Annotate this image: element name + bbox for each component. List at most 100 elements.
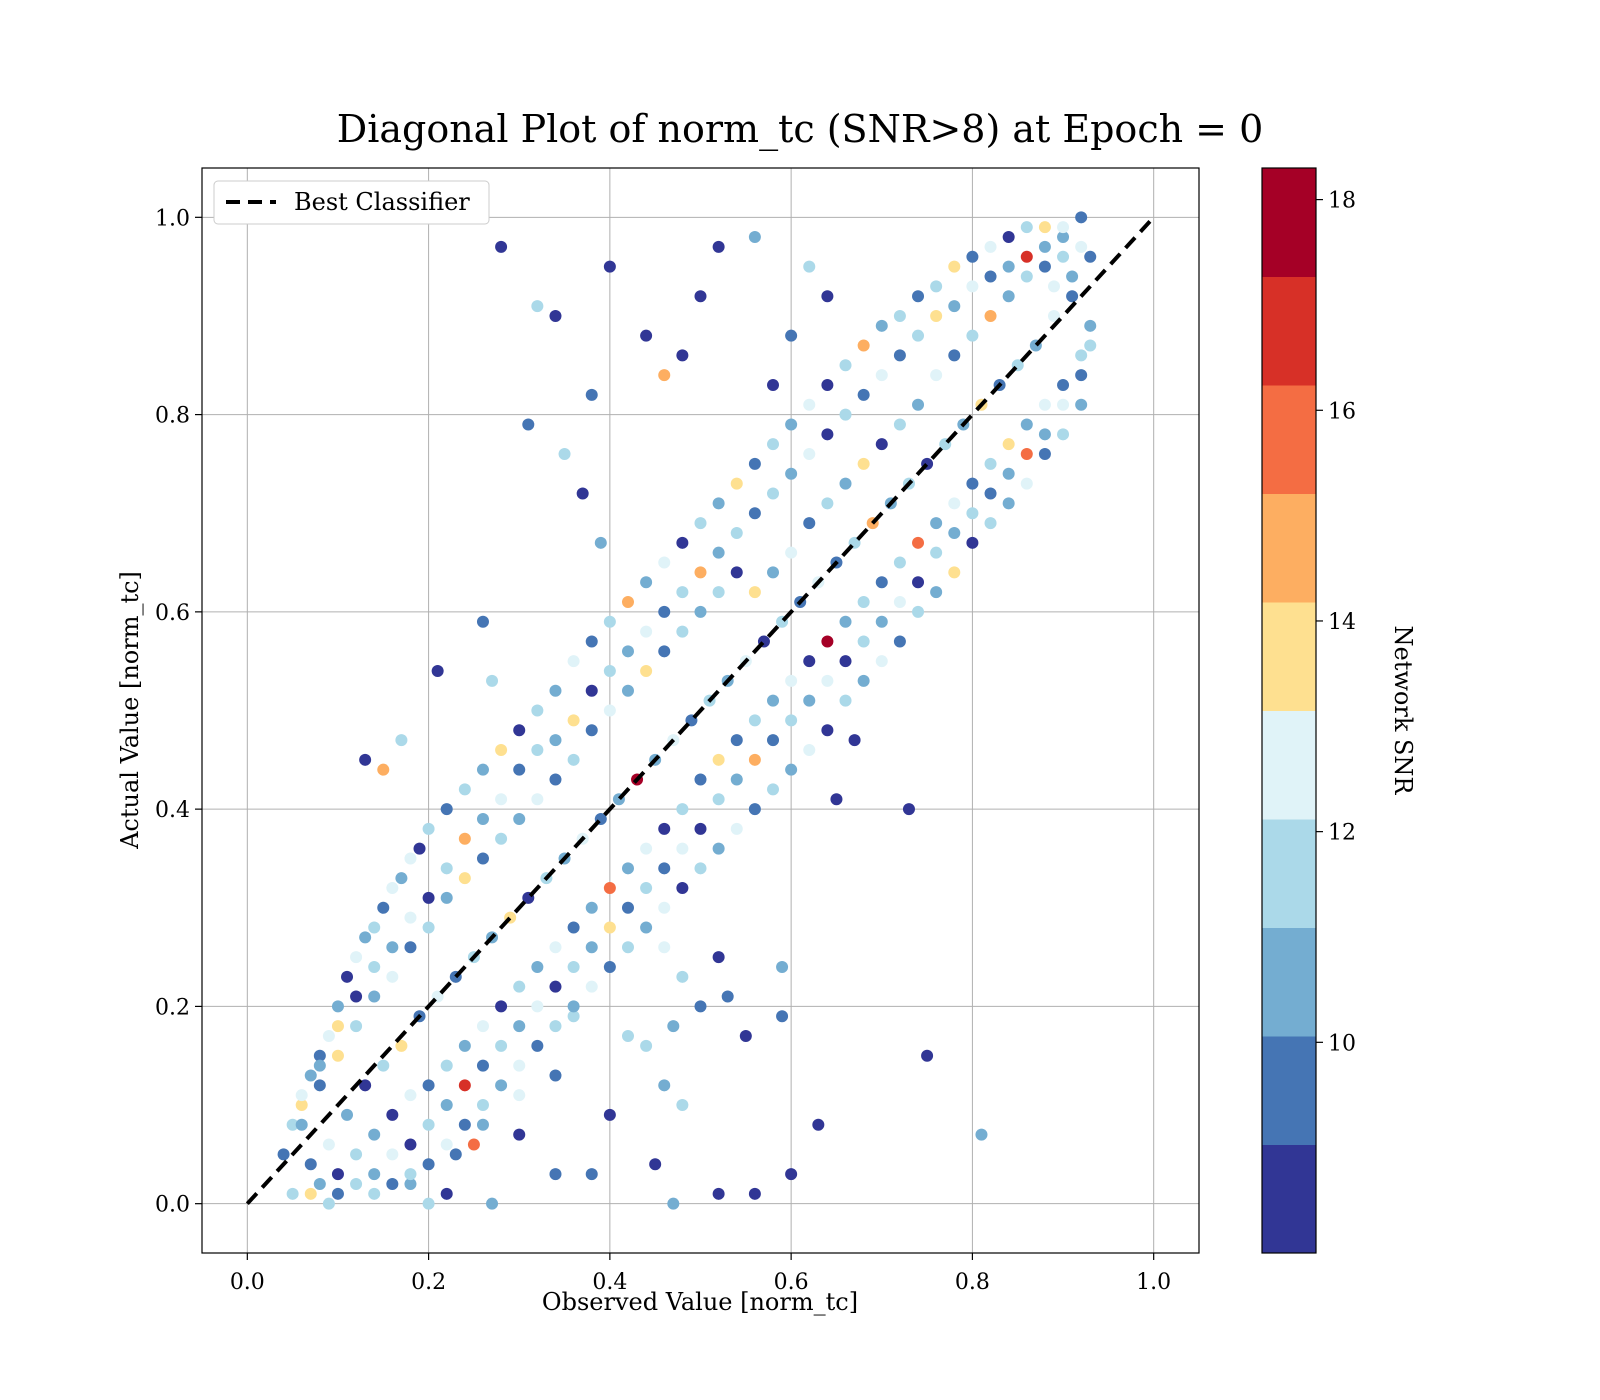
best-classifier-line	[245, 215, 1156, 1206]
scatter-point	[386, 1108, 399, 1121]
scatter-point	[857, 388, 870, 401]
scatter-point	[694, 822, 707, 835]
scatter-point	[621, 645, 634, 658]
scatter-point	[694, 605, 707, 618]
scatter-point	[1002, 260, 1015, 273]
scatter-point	[803, 517, 816, 530]
scatter-point	[748, 714, 761, 727]
scatter-point	[785, 467, 798, 480]
scatter-point	[966, 280, 979, 293]
scatter-point	[821, 428, 834, 441]
scatter-point	[603, 260, 616, 273]
scatter-point	[776, 960, 789, 973]
scatter-point	[640, 842, 653, 855]
scatter-point	[948, 526, 961, 539]
scatter-point	[513, 1020, 526, 1033]
scatter-point	[857, 635, 870, 648]
colorbar-band	[1262, 493, 1316, 603]
legend-label: Best Classifier	[294, 188, 470, 216]
scatter-point	[930, 546, 943, 559]
scatter-point	[476, 615, 489, 628]
scatter-point	[875, 438, 888, 451]
scatter-point	[658, 941, 671, 954]
scatter-point	[839, 408, 852, 421]
scatter-point	[422, 1079, 435, 1092]
scatter-point	[785, 418, 798, 431]
scatter-point	[1066, 270, 1079, 283]
scatter-point	[930, 280, 943, 293]
scatter-point	[712, 240, 725, 253]
y-tick-label: 1.0	[155, 206, 190, 231]
scatter-point	[767, 438, 780, 451]
scatter-point	[1057, 221, 1070, 234]
scatter-point	[386, 882, 399, 895]
scatter-point	[803, 694, 816, 707]
scatter-point	[730, 477, 743, 490]
scatter-point	[621, 862, 634, 875]
scatter-point	[857, 674, 870, 687]
colorbar-band	[1262, 819, 1316, 928]
scatter-point	[476, 1059, 489, 1072]
scatter-point	[313, 1049, 326, 1062]
scatter-point	[567, 921, 580, 934]
scatter-point	[676, 625, 689, 638]
y-tick-label: 0.8	[155, 404, 190, 429]
scatter-point	[785, 674, 798, 687]
colorbar-tick-label: 12	[1328, 821, 1356, 846]
scatter-point	[966, 250, 979, 263]
scatter-point	[1084, 250, 1097, 263]
scatter-point	[377, 1059, 390, 1072]
scatter-point	[658, 645, 671, 658]
scatter-point	[621, 596, 634, 608]
points-layer	[277, 211, 1097, 1210]
scatter-point	[368, 990, 381, 1003]
scatter-point	[1075, 349, 1088, 362]
scatter-point	[359, 931, 372, 944]
scatter-point	[1075, 398, 1088, 411]
scatter-point	[368, 960, 381, 973]
scatter-point	[440, 803, 453, 816]
scatter-point	[658, 862, 671, 875]
scatter-point	[875, 576, 888, 589]
scatter-point	[694, 290, 707, 303]
scatter-point	[458, 783, 471, 796]
scatter-point	[422, 822, 435, 835]
scatter-point	[295, 1099, 308, 1112]
scatter-point	[341, 1108, 354, 1121]
scatter-point	[1038, 221, 1051, 234]
scatter-point	[821, 497, 834, 510]
scatter-point	[1020, 221, 1033, 234]
scatter-point	[785, 329, 798, 342]
scatter-point	[458, 1118, 471, 1131]
scatter-point	[603, 921, 616, 934]
scatter-point	[531, 793, 544, 806]
scatter-point	[440, 1099, 453, 1112]
colorbar-band	[1262, 927, 1316, 1037]
scatter-point	[1084, 319, 1097, 332]
legend-box	[213, 180, 490, 225]
scatter-point	[549, 1168, 562, 1181]
scatter-point	[640, 625, 653, 638]
scatter-point	[658, 369, 671, 382]
y-tick-label: 0.2	[155, 995, 190, 1020]
scatter-point	[821, 724, 834, 737]
scatter-point	[286, 1118, 299, 1131]
scatter-point	[839, 359, 852, 372]
scatter-point	[694, 566, 707, 579]
scatter-point	[585, 901, 598, 914]
scatter-point	[984, 517, 997, 530]
plot-area	[201, 167, 1200, 1254]
scatter-point	[531, 1039, 544, 1052]
scatter-point	[440, 862, 453, 875]
scatter-point	[875, 615, 888, 628]
scatter-point	[676, 536, 689, 549]
y-tick-label: 0.6	[155, 601, 190, 626]
scatter-point	[331, 1000, 344, 1013]
scatter-point	[495, 793, 508, 806]
scatter-point	[712, 951, 725, 964]
scatter-point	[875, 655, 888, 668]
scatter-point	[676, 1099, 689, 1112]
scatter-point	[1057, 428, 1070, 441]
scatter-point	[948, 566, 961, 579]
scatter-point	[295, 1118, 308, 1131]
